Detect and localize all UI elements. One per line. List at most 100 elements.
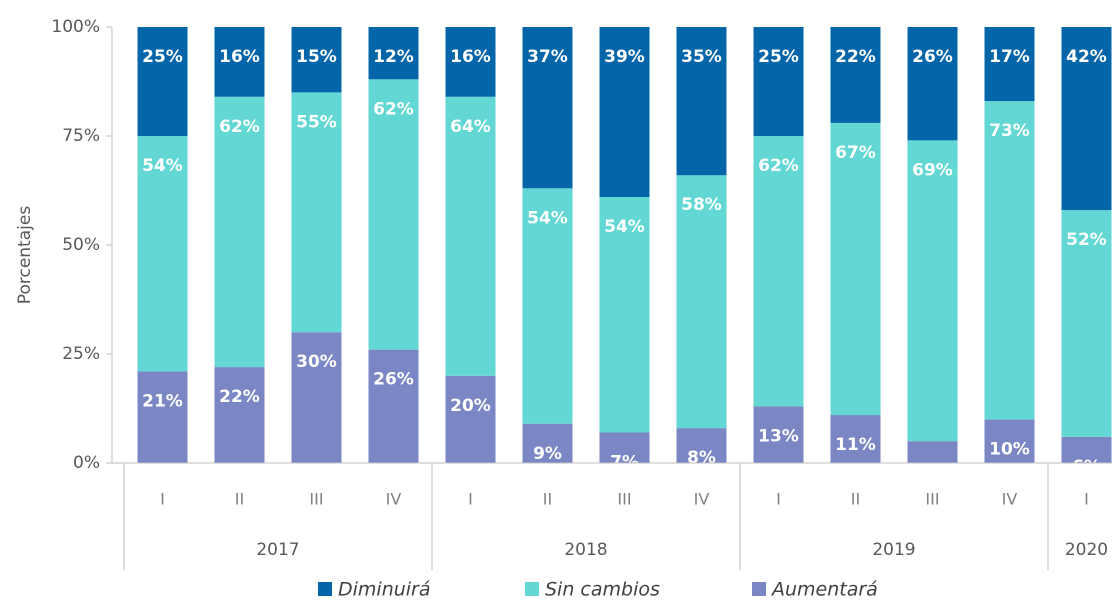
y-axis-label: Porcentajes — [15, 206, 35, 305]
bar-segment — [830, 122, 881, 416]
value-label: 42% — [1066, 47, 1107, 67]
bar-segment — [522, 27, 573, 189]
group-label: 2017 — [256, 540, 299, 560]
bar-segment — [599, 27, 650, 198]
x-tick-label: I — [160, 490, 165, 509]
bar-segment — [522, 188, 573, 424]
legend-label: Aumentará — [770, 579, 878, 601]
bar-segment — [368, 27, 419, 80]
group-label: 2020 — [1065, 540, 1108, 560]
value-label: 25% — [142, 47, 183, 67]
legend-label: Diminuirá — [338, 579, 431, 601]
value-label: 52% — [1066, 230, 1107, 250]
legend-swatch — [752, 582, 766, 596]
bar-segment — [984, 101, 1035, 420]
value-label: 58% — [681, 195, 722, 215]
x-tick-label: II — [235, 490, 244, 509]
value-label: 16% — [219, 47, 260, 67]
y-tick-label: 75% — [62, 126, 100, 146]
value-label: 20% — [450, 396, 491, 416]
value-label: 35% — [681, 47, 722, 67]
bar-segment — [984, 27, 1035, 102]
bar-segment — [137, 371, 188, 463]
value-label: 10% — [989, 439, 1030, 459]
bar-segment — [368, 349, 419, 463]
value-label: 16% — [450, 47, 491, 67]
x-tick-label: IV — [694, 490, 710, 509]
value-label: 54% — [527, 208, 568, 228]
value-label: 21% — [142, 391, 183, 411]
value-label: 22% — [219, 387, 260, 407]
value-label: 67% — [835, 143, 876, 163]
bar-segment — [445, 96, 496, 376]
value-label: 25% — [758, 47, 799, 67]
x-tick-label: I — [776, 490, 781, 509]
bar-segment — [291, 27, 342, 93]
value-label: 54% — [604, 217, 645, 237]
bar-segment — [1061, 27, 1112, 211]
legend-swatch — [318, 582, 332, 596]
bar-segment — [830, 415, 881, 463]
bar-segment — [907, 140, 958, 442]
bar-segment — [907, 441, 958, 463]
value-label: 37% — [527, 47, 568, 67]
value-label: 12% — [373, 47, 414, 67]
value-label: 17% — [989, 47, 1030, 67]
value-label: 11% — [835, 435, 876, 455]
x-tick-label: IV — [386, 490, 402, 509]
bar-segment — [137, 27, 188, 136]
value-label: 26% — [373, 370, 414, 390]
x-tick-label: IV — [1002, 490, 1018, 509]
legend-swatch — [525, 582, 539, 596]
x-tick-label: II — [851, 490, 860, 509]
x-tick-label: I — [468, 490, 473, 509]
bar-segment — [291, 332, 342, 463]
y-tick-label: 50% — [62, 235, 100, 255]
bar-segment — [445, 27, 496, 97]
value-label: 69% — [912, 160, 953, 180]
value-label: 5% — [918, 461, 947, 481]
bar-segment — [984, 419, 1035, 463]
bar-segment — [753, 136, 804, 407]
bar-segment — [676, 27, 727, 176]
group-label: 2018 — [564, 540, 607, 560]
value-label: 9% — [533, 444, 562, 464]
value-label: 62% — [373, 99, 414, 119]
value-label: 6% — [1072, 457, 1101, 477]
y-tick-label: 0% — [73, 453, 100, 473]
bar-segment — [676, 175, 727, 429]
bar-segment — [291, 92, 342, 333]
value-label: 8% — [687, 448, 716, 468]
value-label: 54% — [142, 156, 183, 176]
bar-segment — [830, 27, 881, 123]
value-label: 30% — [296, 352, 337, 372]
y-tick-label: 25% — [62, 344, 100, 364]
bar-segment — [1061, 210, 1112, 437]
bar-segment — [522, 423, 573, 463]
x-tick-label: III — [617, 490, 631, 509]
value-label: 22% — [835, 47, 876, 67]
value-label: 26% — [912, 47, 953, 67]
x-tick-label: I — [1084, 490, 1089, 509]
value-label: 62% — [758, 156, 799, 176]
bar-segment — [137, 136, 188, 372]
x-tick-label: III — [925, 490, 939, 509]
bar-segment — [214, 96, 265, 368]
value-label: 39% — [604, 47, 645, 67]
bar-segment — [368, 79, 419, 350]
value-label: 73% — [989, 121, 1030, 141]
group-label: 2019 — [872, 540, 915, 560]
bar-segment — [445, 375, 496, 463]
value-label: 55% — [296, 112, 337, 132]
bar-segment — [753, 406, 804, 463]
value-label: 64% — [450, 117, 491, 137]
value-label: 62% — [219, 117, 260, 137]
legend-label: Sin cambios — [545, 579, 660, 601]
bar-segment — [676, 428, 727, 463]
bar-segment — [1061, 436, 1112, 463]
bar-segment — [753, 27, 804, 136]
bar-segment — [214, 367, 265, 463]
bar-segment — [599, 197, 650, 433]
x-tick-label: II — [543, 490, 552, 509]
